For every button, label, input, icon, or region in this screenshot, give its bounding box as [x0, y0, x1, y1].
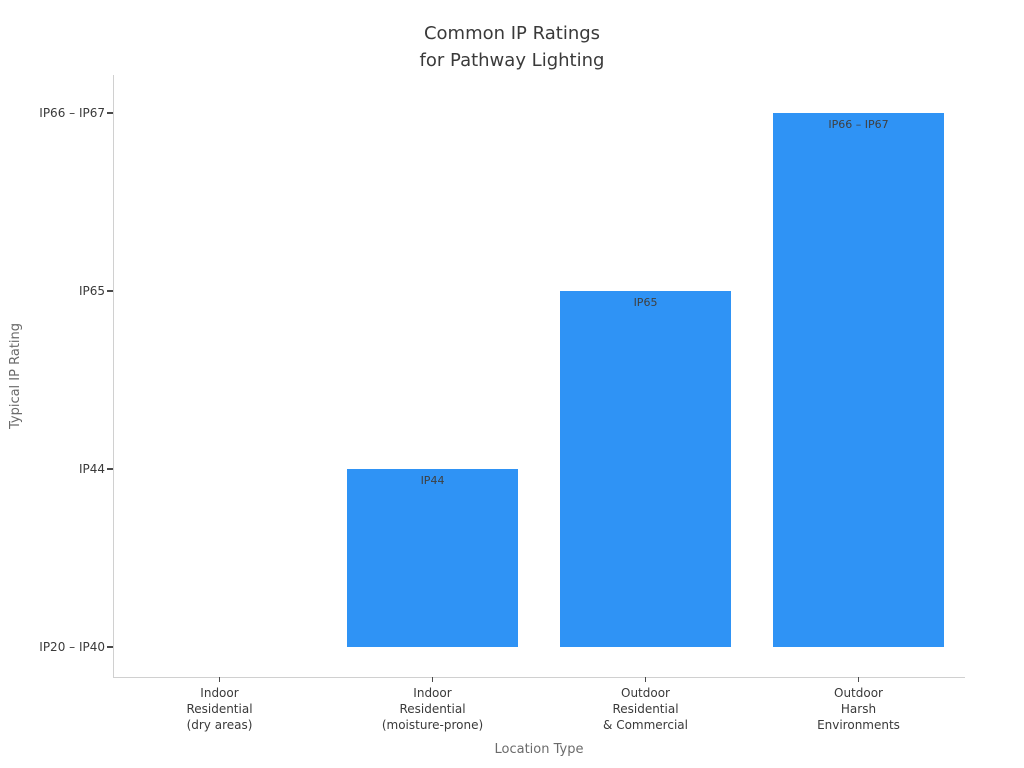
- y-tick-label: IP65: [78, 284, 105, 298]
- chart-title: Common IP Ratings for Pathway Lighting: [419, 23, 605, 71]
- x-tick-mark: [431, 677, 434, 682]
- x-axis-spine: [113, 677, 965, 678]
- x-tick-mark: [857, 677, 860, 682]
- x-tick-mark: [218, 677, 221, 682]
- bar-value-label: IP44: [420, 474, 445, 487]
- x-tick-mark: [644, 677, 647, 682]
- x-category-label: Outdoor Harsh Environments: [817, 686, 900, 732]
- y-tick-mark: [107, 112, 113, 114]
- x-axis-label: Location Type: [494, 742, 584, 757]
- y-tick-label: IP66 – IP67: [39, 106, 105, 120]
- x-category-label: Outdoor Residential & Commercial: [603, 686, 688, 732]
- bar-value-label: IP66 – IP67: [828, 118, 889, 131]
- y-tick-label: IP44: [78, 462, 105, 476]
- y-tick-label: IP20 – IP40: [39, 640, 105, 654]
- bar: [773, 113, 944, 647]
- x-category-label: Indoor Residential (moisture-prone): [381, 686, 484, 732]
- y-axis-label: Typical IP Rating: [8, 322, 23, 430]
- x-category-label: Indoor Residential (dry areas): [186, 686, 253, 732]
- y-tick-mark: [107, 290, 113, 292]
- y-axis-spine: [113, 75, 114, 677]
- y-tick-mark: [107, 468, 113, 470]
- bar: [560, 291, 731, 647]
- y-tick-mark: [107, 646, 113, 648]
- bar-value-label: IP65: [633, 296, 658, 309]
- bar: [347, 469, 518, 647]
